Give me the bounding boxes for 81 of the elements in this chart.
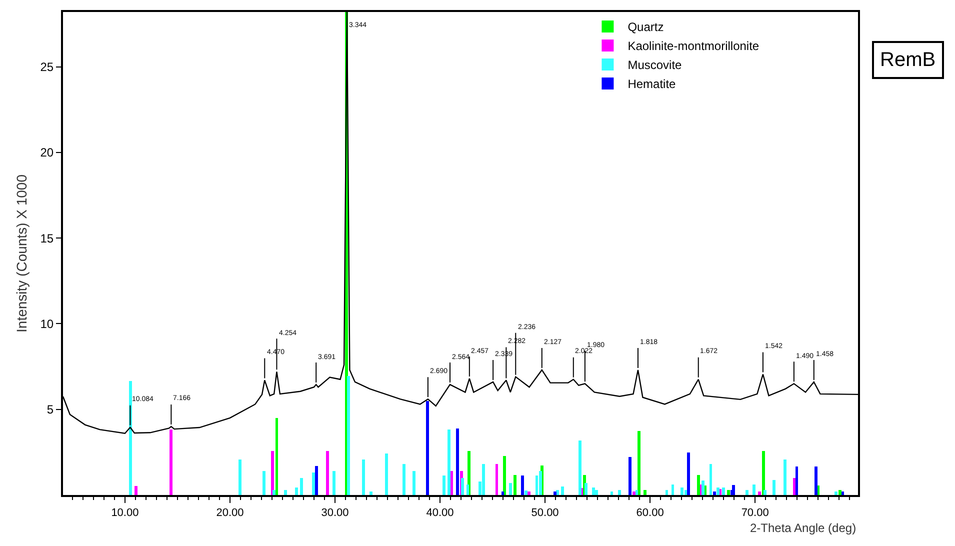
bar: [314, 466, 318, 495]
bar: [764, 490, 767, 495]
bar: [722, 487, 725, 495]
bar: [702, 480, 705, 495]
bar: [524, 490, 528, 495]
bar: [271, 450, 274, 495]
bar: [272, 490, 276, 495]
bar: [762, 450, 765, 495]
bar: [461, 478, 464, 495]
bar: [362, 459, 365, 495]
bar: [412, 471, 416, 495]
bar: [284, 490, 287, 495]
bar: [520, 475, 524, 495]
bar: [538, 471, 542, 495]
bar: [482, 464, 485, 495]
bar: [169, 429, 172, 495]
bar: [448, 429, 451, 495]
y-tick-label: 5: [46, 402, 54, 417]
bar: [712, 492, 716, 495]
legend-label: Muscovite: [628, 58, 682, 72]
bar: [595, 490, 598, 495]
bar: [402, 464, 406, 495]
bar: [295, 487, 298, 495]
bar: [442, 475, 446, 495]
bar: [238, 459, 242, 495]
x-tick-label: 20.00: [216, 507, 244, 520]
y-tick-label: 15: [40, 231, 54, 246]
bar: [686, 452, 690, 495]
bar: [509, 483, 512, 495]
bar: [726, 490, 730, 495]
legend-label: Quartz: [628, 20, 664, 34]
y-axis-title: Intensity (Counts) X 1000: [13, 174, 30, 332]
bar: [638, 430, 640, 495]
bar: [300, 478, 304, 495]
bar: [332, 471, 336, 495]
x-tick-label: 60.00: [636, 507, 664, 520]
bar: [561, 486, 564, 495]
bar: [456, 428, 459, 495]
bar: [814, 466, 818, 495]
bar: [554, 492, 556, 495]
bar: [696, 474, 700, 495]
x-tick-label: 40.00: [426, 507, 454, 520]
bar: [632, 492, 636, 495]
x-tick-label: 50.00: [531, 507, 559, 520]
x-tick-label: 30.00: [321, 507, 349, 520]
text: RemB: [880, 49, 936, 71]
bar: [370, 492, 372, 495]
x-axis-title: 2-Theta Angle (deg): [750, 521, 856, 535]
y-tick-label: 20: [40, 146, 54, 160]
bar: [528, 492, 531, 495]
bar: [347, 376, 350, 495]
bar: [732, 485, 735, 495]
bar: [584, 483, 588, 495]
bar: [745, 490, 748, 495]
bar: [503, 456, 506, 495]
y-tick-label: 25: [40, 60, 54, 74]
bar: [758, 492, 761, 495]
y-tick-label: 10: [40, 316, 54, 331]
bar: [578, 440, 582, 495]
bar: [618, 490, 621, 495]
bar: [326, 450, 330, 495]
legend-label: Hematite: [628, 77, 676, 92]
bar: [784, 459, 787, 495]
bar: [644, 490, 646, 495]
bar: [834, 492, 838, 495]
x-tick-label: 10.00: [111, 507, 139, 520]
bar: [134, 486, 138, 495]
bar: [129, 381, 132, 495]
bar: [385, 453, 388, 495]
bar: [514, 474, 516, 495]
bar: [262, 471, 266, 495]
bar: [752, 484, 756, 495]
bar: [312, 472, 315, 495]
bar: [680, 487, 684, 495]
bar: [628, 456, 632, 495]
bar: [426, 400, 429, 495]
bar: [838, 490, 842, 495]
bar: [772, 480, 776, 495]
legend-label: Kaolinite-montmorillonite: [628, 39, 760, 54]
x-tick-label: 70.00: [741, 507, 769, 520]
bar: [592, 487, 595, 495]
